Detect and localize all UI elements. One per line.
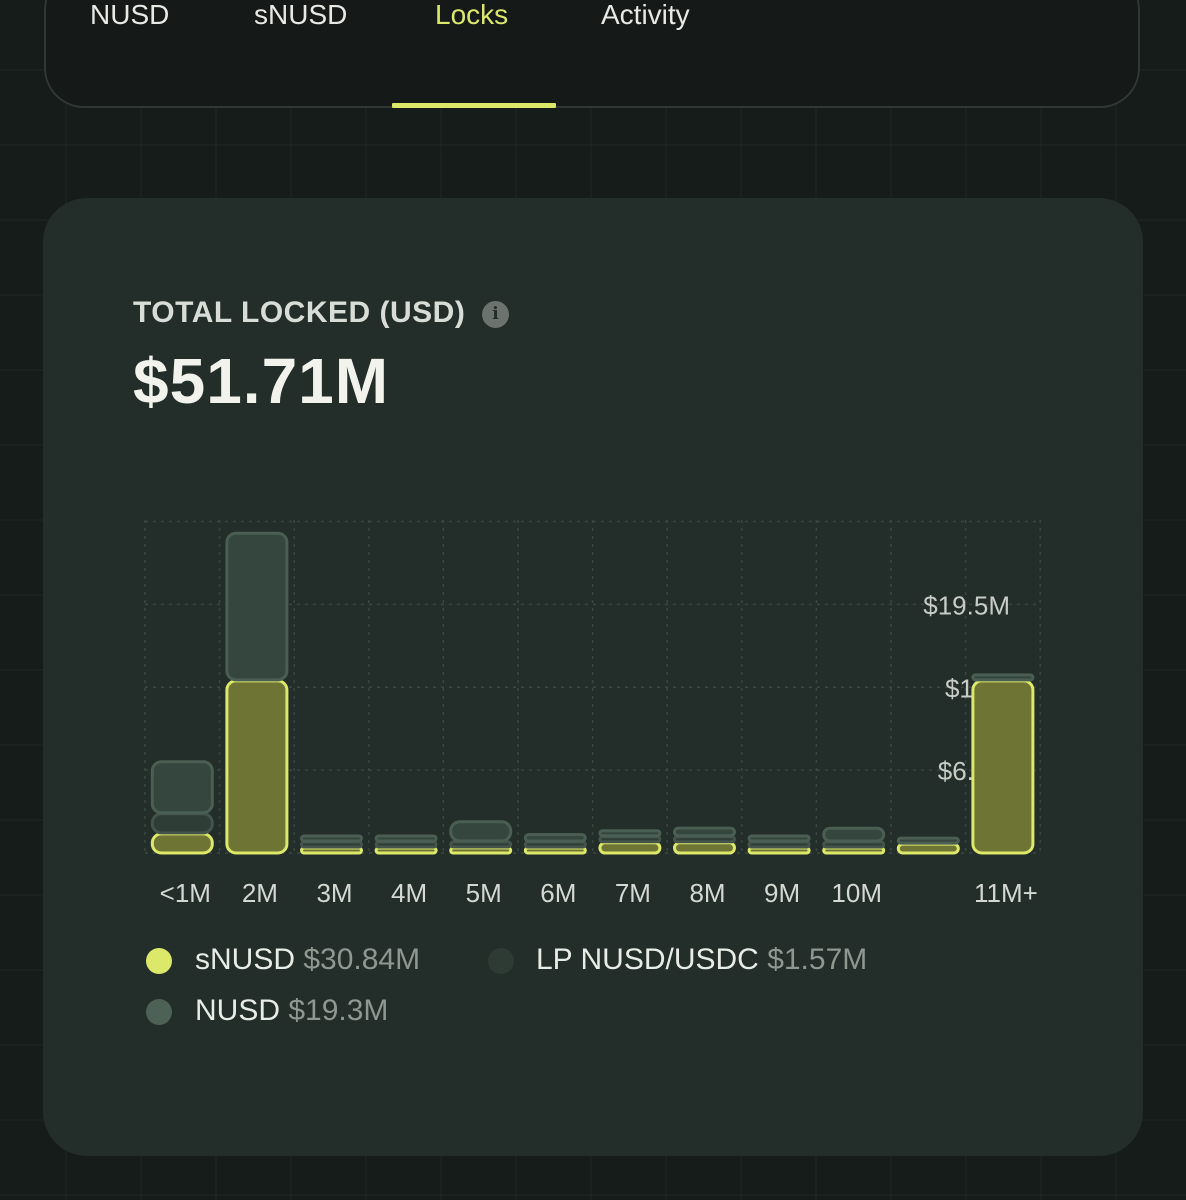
locks-bar-chart: $6.5M$13M$19.5M<1M2M3M4M5M6M7M8M9M10M11M… — [0, 0, 1186, 1200]
x-tick-label: 2M — [242, 878, 278, 908]
bar-lp-nusd-usdc-4[interactable] — [451, 842, 511, 847]
bar-nusd-0[interactable] — [152, 762, 212, 813]
x-tick-label: <1M — [160, 878, 211, 908]
bar-snusd-1[interactable] — [227, 681, 287, 853]
bar-snusd-8[interactable] — [749, 848, 809, 853]
bar-lp-nusd-usdc-2[interactable] — [302, 842, 362, 847]
x-tick-label: 10M — [831, 878, 882, 908]
legend-dot-nusd — [146, 999, 172, 1025]
bar-lp-nusd-usdc-3[interactable] — [376, 842, 436, 847]
x-tick-label: 6M — [540, 878, 576, 908]
bar-lp-nusd-usdc-7[interactable] — [675, 837, 735, 842]
legend-value-nusd: $19.3M — [288, 994, 388, 1027]
x-tick-label: 11M+ — [974, 878, 1038, 908]
legend-value-snusd: $30.84M — [303, 943, 420, 976]
bar-nusd-2[interactable] — [302, 836, 362, 841]
bar-nusd-8[interactable] — [749, 836, 809, 841]
bar-snusd-3[interactable] — [376, 848, 436, 853]
legend-dot-snusd — [146, 948, 172, 974]
bar-snusd-5[interactable] — [525, 848, 585, 853]
legend-item-snusd: sNUSD $30.84M — [195, 943, 420, 977]
bar-nusd-3[interactable] — [376, 836, 436, 841]
x-tick-label: 5M — [466, 878, 502, 908]
bar-nusd-11[interactable] — [973, 675, 1033, 680]
bar-nusd-9[interactable] — [824, 828, 884, 841]
legend-item-lp: LP NUSD/USDC $1.57M — [536, 943, 867, 977]
x-tick-label: 7M — [615, 878, 651, 908]
bar-lp-nusd-usdc-9[interactable] — [824, 842, 884, 847]
bar-lp-nusd-usdc-0[interactable] — [152, 814, 212, 833]
legend-value-lp: $1.57M — [767, 943, 867, 976]
bar-snusd-0[interactable] — [152, 834, 212, 853]
legend-name-snusd: sNUSD — [195, 943, 295, 976]
bar-lp-nusd-usdc-5[interactable] — [525, 842, 585, 847]
bar-snusd-6[interactable] — [600, 843, 660, 853]
bar-nusd-7[interactable] — [675, 828, 735, 836]
bar-lp-nusd-usdc-8[interactable] — [749, 842, 809, 847]
bar-nusd-5[interactable] — [525, 835, 585, 841]
legend-name-lp: LP NUSD/USDC — [536, 943, 759, 976]
bar-nusd-10[interactable] — [898, 838, 958, 843]
legend-item-nusd: NUSD $19.3M — [195, 994, 388, 1028]
bar-nusd-1[interactable] — [227, 533, 287, 680]
bar-nusd-4[interactable] — [451, 822, 511, 841]
bar-snusd-11[interactable] — [973, 681, 1033, 853]
bar-lp-nusd-usdc-6[interactable] — [600, 837, 660, 842]
x-tick-label: 4M — [391, 878, 427, 908]
bar-nusd-6[interactable] — [600, 831, 660, 836]
x-tick-label: 3M — [316, 878, 352, 908]
y-tick-label: $19.5M — [923, 590, 1010, 620]
bar-snusd-10[interactable] — [898, 844, 958, 853]
bar-snusd-2[interactable] — [302, 848, 362, 853]
bar-snusd-7[interactable] — [675, 843, 735, 853]
x-tick-label: 9M — [764, 878, 800, 908]
legend-dot-lp — [488, 948, 514, 974]
bar-snusd-9[interactable] — [824, 848, 884, 853]
legend-name-nusd: NUSD — [195, 994, 280, 1027]
bar-snusd-4[interactable] — [451, 848, 511, 853]
x-tick-label: 8M — [689, 878, 725, 908]
